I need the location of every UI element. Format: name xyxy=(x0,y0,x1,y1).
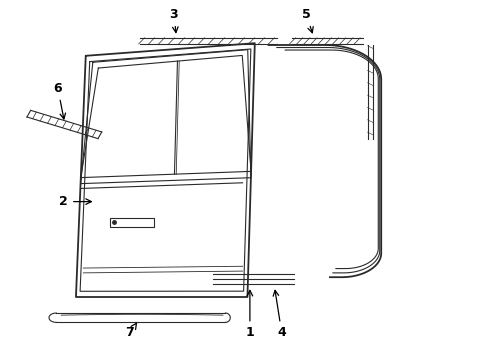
Text: 3: 3 xyxy=(170,8,178,32)
Text: 7: 7 xyxy=(125,323,137,339)
Text: 6: 6 xyxy=(53,82,66,119)
Bar xyxy=(110,218,154,227)
Text: 2: 2 xyxy=(59,195,91,208)
Text: 4: 4 xyxy=(273,290,286,339)
Text: 1: 1 xyxy=(245,291,254,339)
Text: 5: 5 xyxy=(302,8,313,33)
